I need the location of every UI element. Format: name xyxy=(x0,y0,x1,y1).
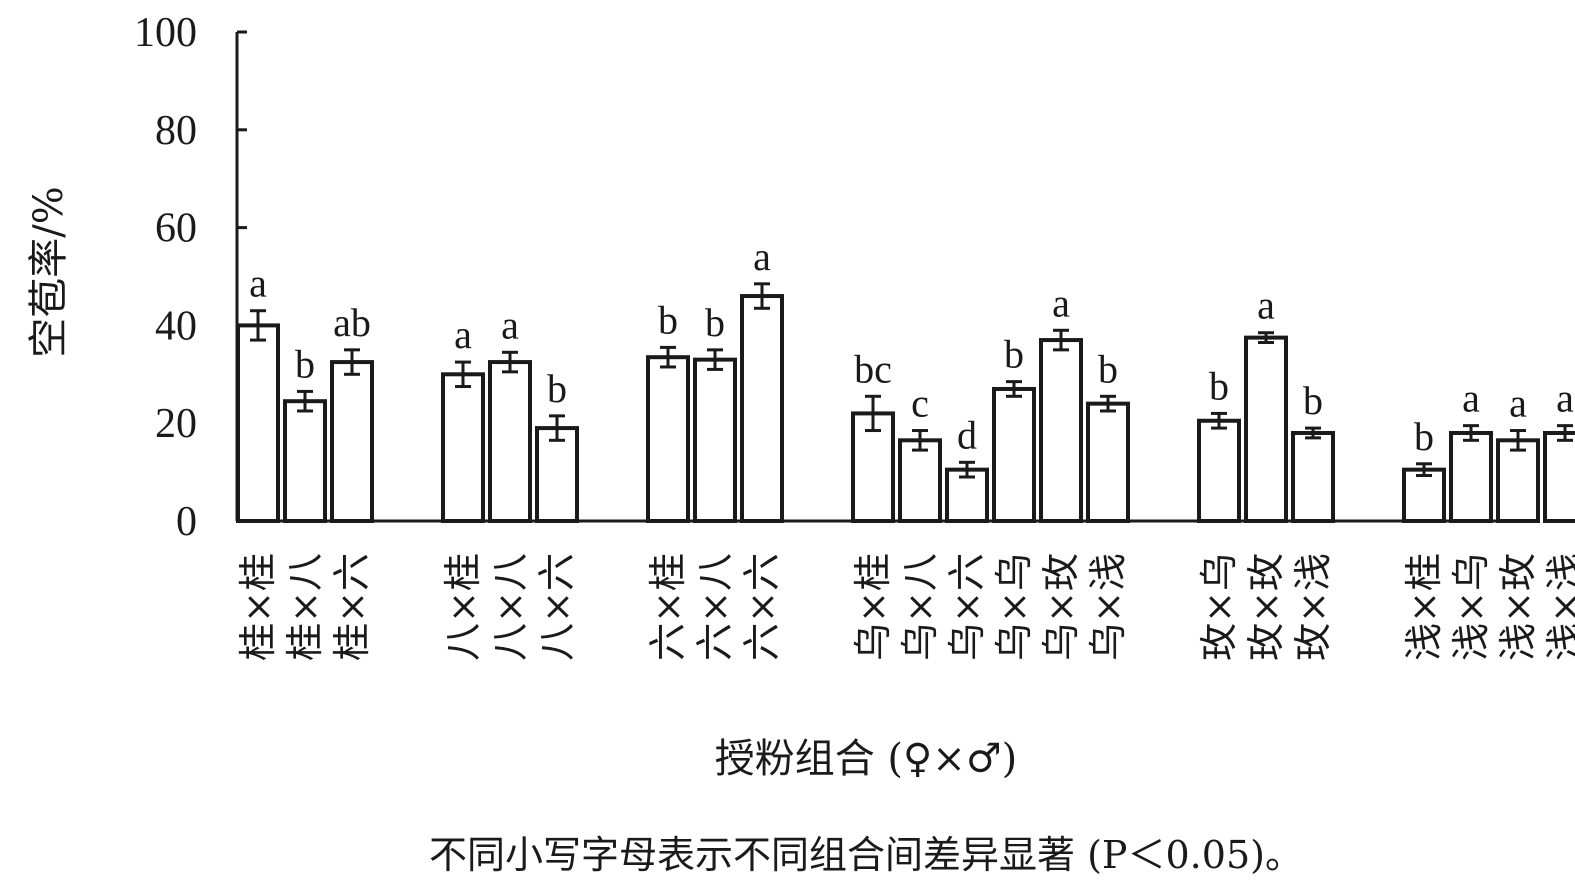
y-tick-label: 0 xyxy=(176,499,197,545)
x-tick-label: 八×桂 xyxy=(441,553,485,661)
x-tick-label: 乌×浅 xyxy=(1086,553,1130,661)
significance-label: a xyxy=(1509,381,1527,426)
y-axis-title-group: 空苞率/% xyxy=(26,186,72,357)
bar xyxy=(1402,467,1446,523)
x-tick-label: 玫×玫 xyxy=(1244,553,1288,661)
bar xyxy=(1496,438,1540,523)
x-tick-label: 玫×浅 xyxy=(1291,553,1335,661)
significance-label: d xyxy=(957,412,977,457)
bar xyxy=(535,426,579,523)
bar xyxy=(898,438,942,523)
significance-label: b xyxy=(295,341,315,386)
significance-label: a xyxy=(1556,376,1574,421)
bar xyxy=(488,360,532,524)
y-tick-label: 20 xyxy=(155,401,197,447)
significance-label: a xyxy=(753,234,771,279)
significance-label: a xyxy=(501,302,519,347)
x-tick-label: 浅×浅 xyxy=(1543,553,1575,661)
y-axis-title: 空苞率/% xyxy=(26,186,72,357)
bar xyxy=(441,372,485,523)
bar xyxy=(1244,335,1288,523)
bar xyxy=(646,355,690,523)
y-tick-label: 60 xyxy=(155,206,197,252)
x-tick-label: 六×六 xyxy=(740,553,784,661)
significance-label: b xyxy=(1004,332,1024,377)
significance-label: a xyxy=(1462,376,1480,421)
x-tick-label: 浅×乌 xyxy=(1449,553,1493,661)
significance-label: c xyxy=(911,381,929,426)
footnote: 不同小写字母表示不同组合间差异显著 (P＜0.05)。 xyxy=(429,833,1303,877)
significance-label: a xyxy=(249,261,267,306)
x-tick-label: 桂×桂 xyxy=(236,553,280,661)
x-category-labels: 桂×桂 桂×八 桂×六 八×桂 八×八 八×六 六×桂 六×八 六×六 乌×桂 乌×八 乌×六 乌×乌乌… xyxy=(236,553,1575,661)
x-tick-label: 乌×八 xyxy=(898,553,942,661)
significance-label: b xyxy=(1098,346,1118,391)
x-tick-label: 八×八 xyxy=(488,553,532,661)
x-tick-label: 玫×乌 xyxy=(1197,553,1241,661)
significance-label: a xyxy=(1257,283,1275,328)
significance-label: b xyxy=(547,366,567,411)
y-tick-label: 40 xyxy=(155,303,197,349)
y-tick-label: 100 xyxy=(134,10,197,56)
bar xyxy=(693,357,737,523)
significance-label: a xyxy=(1052,280,1070,325)
x-tick-label: 浅×桂 xyxy=(1402,553,1446,661)
bar xyxy=(1543,430,1575,524)
x-tick-label: 桂×六 xyxy=(330,553,374,661)
bar xyxy=(740,294,784,523)
significance-label: b xyxy=(705,300,725,345)
x-tick-label: 六×桂 xyxy=(646,553,690,661)
x-tick-label: 八×六 xyxy=(535,553,579,661)
x-tick-label: 桂×八 xyxy=(283,553,327,661)
significance-label: b xyxy=(1209,363,1229,408)
significance-label: bc xyxy=(854,346,892,391)
bar xyxy=(1449,430,1493,524)
x-tick-label: 乌×桂 xyxy=(851,553,895,661)
significance-label: a xyxy=(454,312,472,357)
bar xyxy=(330,360,374,524)
x-tick-label: 乌×六 xyxy=(945,553,989,661)
significance-label: b xyxy=(1414,414,1434,459)
x-tick-label: 乌×玫 xyxy=(1039,553,1083,661)
x-tick-label: 浅×玫 xyxy=(1496,553,1540,661)
significance-label: ab xyxy=(333,300,371,345)
bar xyxy=(1291,430,1335,524)
bar xyxy=(992,386,1036,523)
y-tick-label: 80 xyxy=(155,108,197,154)
x-axis-title: 授粉组合 (♀×♂) xyxy=(715,736,1018,782)
bar xyxy=(1197,418,1241,524)
bar xyxy=(236,323,280,523)
significance-label: b xyxy=(658,297,678,342)
bar xyxy=(1039,338,1083,523)
bar xyxy=(1086,401,1130,524)
x-tick-label: 乌×乌 xyxy=(992,553,1036,661)
bar xyxy=(283,399,327,524)
x-tick-label: 六×八 xyxy=(693,553,737,661)
significance-label: b xyxy=(1303,378,1323,423)
